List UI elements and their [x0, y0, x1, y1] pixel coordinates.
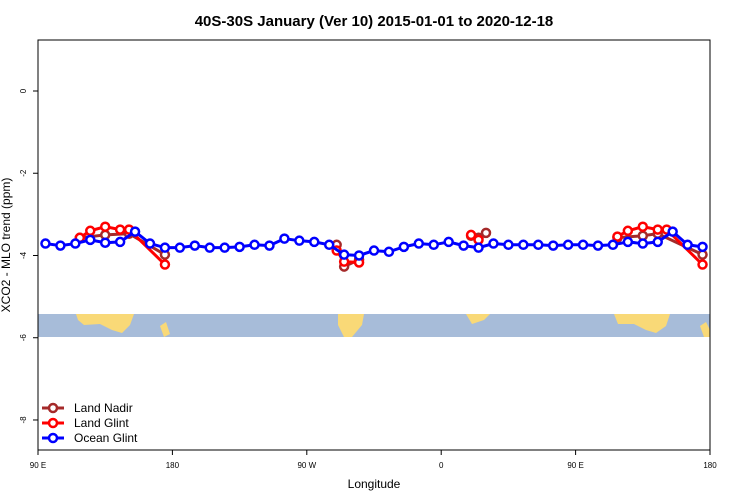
point: [547, 240, 559, 251]
point: [667, 226, 678, 237]
point: [279, 233, 290, 244]
point: [174, 242, 186, 253]
point: [697, 259, 708, 270]
point: [159, 259, 171, 270]
point: [637, 238, 649, 249]
point: [592, 240, 604, 251]
point: [323, 239, 335, 251]
point: [338, 249, 350, 260]
point: [458, 240, 469, 251]
x-tick-label: 90 E: [567, 461, 583, 470]
point: [368, 245, 380, 256]
point: [85, 225, 96, 237]
x-tick-label: 180: [166, 461, 180, 470]
point: [465, 229, 477, 241]
point: [518, 239, 529, 251]
y-tick-label: -8: [19, 416, 28, 424]
point: [413, 238, 425, 249]
point: [622, 225, 634, 237]
x-tick-label: 0: [439, 461, 444, 470]
point: [682, 239, 693, 251]
point: [353, 250, 365, 261]
point: [99, 237, 111, 248]
point: [264, 240, 275, 251]
point: [114, 224, 126, 235]
point: [219, 242, 230, 253]
point: [480, 227, 492, 239]
legend-label: Land Glint: [74, 416, 129, 430]
point: [294, 235, 305, 246]
point: [443, 236, 454, 248]
point: [383, 246, 395, 258]
legend-marker: [47, 432, 59, 444]
y-tick-label: -4: [19, 251, 28, 259]
point: [473, 242, 484, 253]
point: [577, 239, 589, 251]
y-tick-label: 0: [19, 88, 28, 93]
y-tick-label: -2: [19, 169, 28, 177]
point: [637, 221, 649, 232]
legend-label: Ocean Glint: [74, 431, 138, 445]
point: [234, 241, 245, 253]
point: [55, 240, 66, 251]
legend-marker: [47, 402, 59, 414]
point: [85, 234, 96, 246]
point: [70, 238, 81, 249]
point: [428, 239, 439, 251]
y-tick-label: -6: [19, 334, 28, 342]
x-tick-label: 180: [703, 461, 717, 470]
point: [99, 221, 111, 232]
point: [309, 236, 320, 248]
point: [40, 238, 51, 249]
point: [697, 241, 708, 253]
point: [622, 236, 634, 248]
point: [204, 242, 215, 253]
x-tick-label: 90 W: [297, 461, 316, 470]
x-axis-label: Longitude: [348, 477, 401, 491]
point: [612, 231, 623, 242]
series: [40, 226, 708, 261]
legend-label: Land Nadir: [74, 401, 133, 415]
point: [652, 236, 663, 248]
point: [249, 239, 260, 251]
point: [144, 238, 156, 249]
point: [607, 239, 619, 251]
point: [114, 236, 126, 248]
point: [503, 239, 514, 251]
plot-frame: [37, 39, 711, 451]
y-axis-label: XCO2 - MLO trend (ppm): [0, 178, 13, 313]
chart-title: 40S-30S January (Ver 10) 2015-01-01 to 2…: [195, 13, 554, 30]
x-tick-label: 90 E: [30, 461, 46, 470]
point: [398, 241, 410, 253]
point: [652, 224, 663, 235]
point: [159, 242, 171, 253]
map-inset: [38, 314, 710, 337]
point: [129, 226, 141, 237]
point: [562, 239, 574, 251]
point: [533, 239, 544, 251]
legend-marker: [47, 417, 59, 429]
point: [488, 238, 499, 249]
point: [189, 240, 201, 251]
